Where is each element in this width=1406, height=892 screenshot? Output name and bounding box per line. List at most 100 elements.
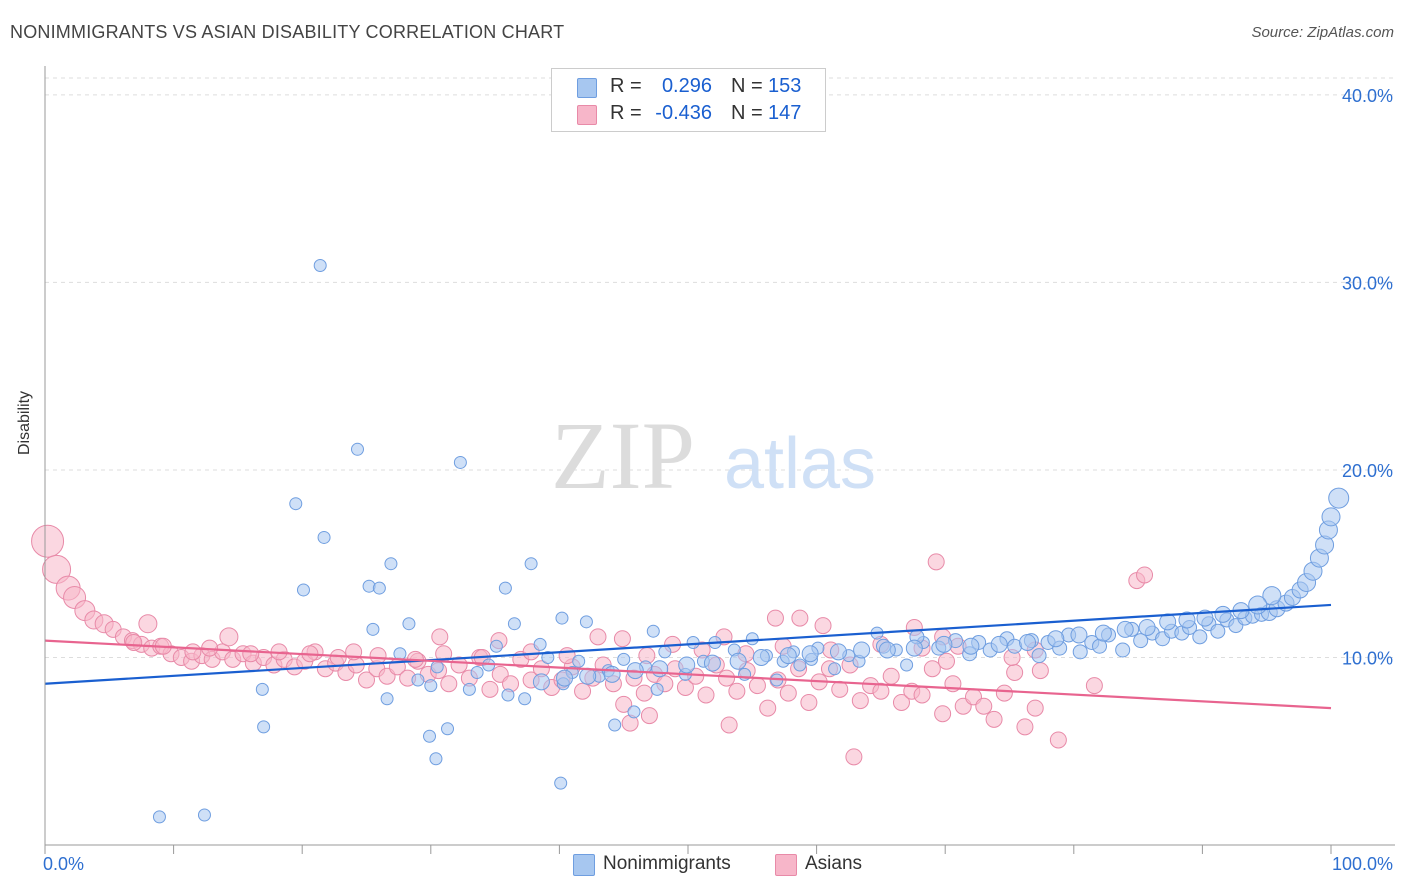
nonimmigrants-point [1047, 630, 1065, 648]
nonimmigrants-point [853, 641, 871, 659]
asians-point [791, 609, 809, 627]
nonimmigrants-point [541, 650, 555, 664]
x-tick-label: 100.0% [1332, 854, 1393, 874]
nonimmigrants-point [470, 665, 484, 679]
asians-point [635, 684, 653, 702]
nonimmigrants-point [411, 673, 425, 687]
asians-point [1031, 662, 1049, 680]
nonimmigrants-point [313, 259, 327, 273]
asians-point [766, 609, 784, 627]
asians-point [1136, 566, 1154, 584]
nonimmigrants-point [441, 722, 455, 736]
asians-point [481, 680, 499, 698]
asians-point [759, 699, 777, 717]
nonimmigrants-point [532, 673, 550, 691]
asians-point [1006, 663, 1024, 681]
legend-label: Nonimmigrants [603, 853, 731, 874]
legend-swatch-blue [577, 78, 597, 98]
grid-lines [45, 77, 1395, 658]
nonimmigrants-trend-line [44, 603, 1332, 685]
trend-lines [44, 603, 1332, 710]
nonimmigrants-point [1115, 642, 1131, 658]
asians-point [184, 643, 202, 661]
nonimmigrants-point [745, 632, 759, 646]
nonimmigrants-point [296, 583, 310, 597]
nonimmigrants-point [678, 656, 696, 674]
nonimmigrants-point [429, 752, 443, 766]
y-tick-label: 40.0% [1342, 86, 1393, 106]
nonimmigrants-point [579, 615, 593, 629]
legend-r-label: R = [610, 75, 642, 97]
asians-trend-line [44, 639, 1332, 710]
legend-swatch-blue [573, 854, 595, 876]
nonimmigrants-point [572, 654, 586, 668]
asians-point [431, 628, 449, 646]
nonimmigrants-point [686, 635, 700, 649]
nonimmigrants-point [372, 581, 386, 595]
asians-point [31, 524, 65, 558]
x-tick-label: 0.0% [43, 854, 84, 874]
asians-point [800, 693, 818, 711]
asians-point [589, 628, 607, 646]
legend-n-value: 153 [768, 75, 802, 97]
asians-point [975, 697, 993, 715]
asians-point [574, 682, 592, 700]
asians-point [1049, 731, 1067, 749]
nonimmigrants-point [1214, 605, 1232, 623]
nonimmigrants-point [603, 665, 621, 683]
nonimmigrants-point [424, 679, 438, 693]
nonimmigrants-point [990, 635, 1008, 653]
nonimmigrants-point [1094, 624, 1112, 642]
legend-row-nonimmigrants: R = 0.296 N = 153 [552, 74, 825, 100]
legend-n-label: N = [731, 75, 763, 97]
nonimmigrants-point [489, 639, 503, 653]
nonimmigrants-point [900, 658, 914, 672]
asians-point [882, 667, 900, 685]
asians-point [1085, 677, 1103, 695]
asians-point [814, 617, 832, 635]
y-tick-label: 10.0% [1342, 648, 1393, 668]
nonimmigrants-point [828, 662, 842, 676]
asians-point [450, 656, 468, 674]
nonimmigrants-point [962, 637, 980, 655]
nonimmigrants-point [350, 442, 364, 456]
tick-labels: 10.0% 20.0% 30.0% 40.0% 0.0% 100.0% [43, 86, 1393, 874]
nonimmigrants-point [1248, 595, 1268, 615]
asians-point [640, 707, 658, 725]
nonimmigrants-point [779, 647, 797, 665]
nonimmigrants-point [627, 705, 641, 719]
nonimmigrants-point [423, 729, 437, 743]
stats-legend: R = 0.296 N = 153 R = -0.436 N = 147 [551, 68, 826, 132]
asians-point [985, 710, 1003, 728]
nonimmigrants-point [257, 720, 271, 734]
nonimmigrants-point [1321, 507, 1341, 527]
asians-point [927, 553, 945, 571]
nonimmigrants-point [317, 530, 331, 544]
nonimmigrants-point [453, 455, 467, 469]
nonimmigrants-point [1159, 613, 1177, 631]
nonimmigrants-point [1262, 586, 1282, 606]
nonimmigrants-point [801, 645, 819, 663]
legend-n-label: N = [731, 102, 763, 124]
asians-point [242, 645, 260, 663]
asians-point [369, 647, 387, 665]
asians-point [851, 692, 869, 710]
asians-point [720, 716, 738, 734]
nonimmigrants-point [380, 692, 394, 706]
legend-r-value: 0.296 [661, 75, 712, 97]
nonimmigrants-point [1138, 618, 1156, 636]
nonimmigrants-point [1019, 633, 1037, 651]
nonimmigrants-point [829, 643, 847, 661]
asians-point [872, 682, 890, 700]
asians-point [697, 686, 715, 704]
nonimmigrants-point [646, 624, 660, 638]
nonimmigrants-point [1178, 611, 1196, 629]
nonimmigrants-point [507, 617, 521, 631]
nonimmigrants-point [1070, 626, 1088, 644]
legend-label: Asians [805, 853, 863, 874]
axes [44, 66, 1395, 854]
nonimmigrants-point [617, 652, 631, 666]
y-tick-label: 20.0% [1342, 461, 1393, 481]
watermark: ZIP atlas [551, 402, 876, 509]
legend-swatch-pink [577, 105, 597, 125]
